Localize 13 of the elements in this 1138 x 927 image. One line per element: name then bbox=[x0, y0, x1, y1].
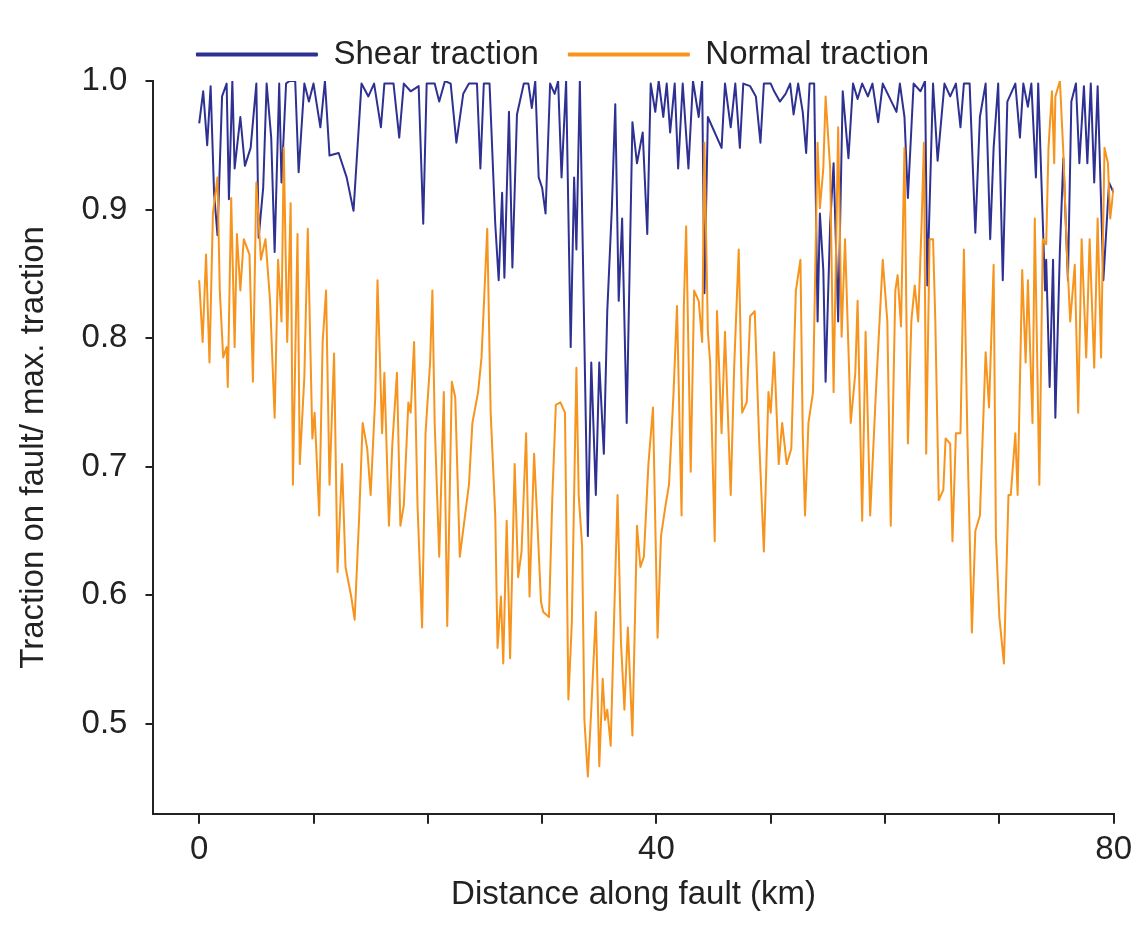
y-tick-label: 0.7 bbox=[81, 445, 128, 483]
y-tick-label: 0.8 bbox=[81, 317, 128, 355]
x-tick-label: 0 bbox=[190, 828, 209, 866]
x-axis-title: Distance along fault (km) bbox=[451, 874, 817, 912]
y-tick-label: 0.9 bbox=[81, 188, 128, 226]
legend-label: Shear traction bbox=[333, 33, 539, 71]
y-tick-label: 1.0 bbox=[81, 60, 128, 98]
y-tick-label: 0.5 bbox=[81, 702, 128, 740]
x-tick-label: 40 bbox=[638, 828, 675, 866]
y-tick-label: 0.6 bbox=[81, 574, 128, 612]
legend-label: Normal traction bbox=[705, 33, 930, 71]
y-axis-title: Traction on fault/ max. traction bbox=[12, 226, 50, 669]
x-tick-label: 80 bbox=[1095, 828, 1133, 866]
